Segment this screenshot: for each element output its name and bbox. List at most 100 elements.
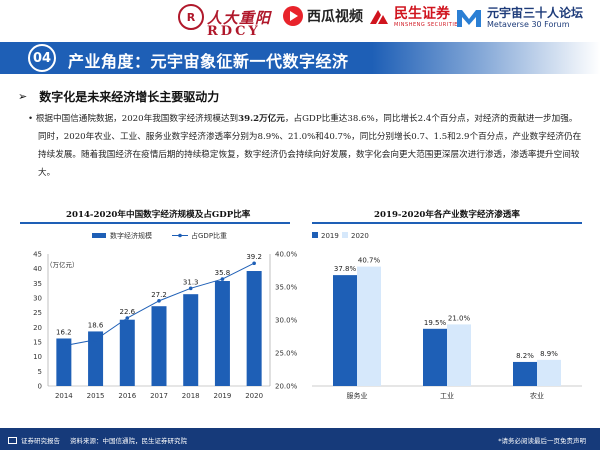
paragraph-bullet: • bbox=[28, 114, 34, 124]
line-point bbox=[157, 299, 161, 303]
bar bbox=[513, 361, 537, 386]
bar bbox=[119, 319, 135, 386]
x-tick-label: 2015 bbox=[87, 392, 105, 400]
data-label: 35.8 bbox=[215, 269, 231, 277]
x-tick-label: 2014 bbox=[55, 392, 73, 400]
rdcy-seal-icon: R bbox=[178, 4, 204, 30]
bar bbox=[423, 328, 447, 386]
y2-tick-label: 30.0% bbox=[275, 317, 298, 325]
y-tick-label: 15 bbox=[33, 339, 42, 347]
y2-tick-label: 40.0% bbox=[275, 251, 298, 259]
left-chart: 数字经济规模 占GDP比重 （万亿元） 0 5 10 15 20 25 30 35 40 45 20.0%… bbox=[33, 231, 298, 400]
xigua-play-icon bbox=[283, 6, 303, 26]
data-label: 31.3 bbox=[183, 278, 199, 286]
minsheng-mark-icon bbox=[370, 10, 388, 24]
minsheng-en-name: MINSHENG SECURITIES bbox=[394, 21, 462, 28]
x-tick-label: 2016 bbox=[118, 392, 136, 400]
y2-tick-label: 25.0% bbox=[275, 350, 298, 358]
y-tick-label: 30 bbox=[33, 295, 42, 303]
x-tick-label: 工业 bbox=[440, 391, 454, 400]
logo-strip: R 人大重阳 RDCY 西瓜视频 民生证券 MINSHENG SECURITIE… bbox=[0, 0, 600, 40]
x-tick-label: 农业 bbox=[530, 391, 544, 400]
x-tick-label: 2018 bbox=[182, 392, 200, 400]
xigua-logo: 西瓜视频 bbox=[283, 6, 363, 26]
y-tick-label: 5 bbox=[38, 368, 42, 376]
section-heading: ➢ 数字化是未来经济增长主要驱动力 bbox=[18, 88, 219, 105]
section-number-badge: 04 bbox=[28, 44, 56, 72]
x-tick-label: 2017 bbox=[150, 392, 168, 400]
data-label: 16.2 bbox=[56, 328, 72, 336]
x-tick-label: 2019 bbox=[214, 392, 232, 400]
footer-source: 资料来源：中国信通院，民生证券研究院 bbox=[70, 437, 187, 445]
forum-en-name: Metaverse 30 Forum bbox=[487, 20, 570, 29]
line-point bbox=[252, 261, 256, 266]
legend-swatch bbox=[342, 232, 348, 238]
data-label: 19.5% bbox=[424, 319, 447, 327]
y-tick-label: 10 bbox=[33, 353, 42, 361]
book-icon bbox=[8, 436, 17, 444]
data-label: 8.9% bbox=[540, 350, 558, 358]
bar bbox=[56, 338, 72, 386]
data-label: 18.6 bbox=[88, 321, 104, 329]
legend-marker-line bbox=[178, 233, 182, 238]
y2-tick-label: 35.0% bbox=[275, 284, 298, 292]
bar bbox=[537, 359, 561, 386]
legend-label-bars: 数字经济规模 bbox=[110, 231, 152, 240]
data-label: 22.6 bbox=[119, 308, 135, 316]
y-tick-label: 25 bbox=[33, 309, 42, 317]
bar bbox=[357, 266, 381, 386]
left-chart-title-underline bbox=[20, 222, 290, 224]
data-label: 8.2% bbox=[516, 352, 534, 360]
page-title: 产业角度：元宇宙象征新一代数字经济 bbox=[68, 52, 349, 71]
body-paragraph: • 根据中国信通院数据，2020年我国数字经济规模达到39.2万亿元，占GDP比… bbox=[28, 110, 584, 182]
rdcy-abbr: RDCY bbox=[207, 24, 261, 39]
right-chart-title: 2019-2020年各产业数字经济渗透率 bbox=[374, 210, 520, 220]
data-label: 39.2 bbox=[246, 253, 262, 261]
data-label: 40.7% bbox=[358, 257, 381, 265]
bar bbox=[447, 324, 471, 386]
forum-name: 元宇宙三十人论坛 bbox=[487, 6, 584, 20]
bar bbox=[88, 331, 104, 386]
y2-tick-label: 20.0% bbox=[275, 383, 298, 391]
legend-swatch bbox=[312, 232, 318, 238]
footer-disclaimer: *请务必阅读最后一页免责声明 bbox=[498, 437, 586, 445]
x-tick-label: 服务业 bbox=[347, 391, 368, 400]
xigua-name: 西瓜视频 bbox=[307, 9, 363, 25]
metaverse-m-icon bbox=[457, 9, 481, 27]
rdcy-name: 人大重阳 bbox=[207, 8, 272, 27]
legend-label: 2019 bbox=[321, 232, 339, 240]
right-chart: 2019 2020 37.8%40.7% 服务业 19.5%21.0% 工业 8.2% 8.9… bbox=[312, 232, 582, 400]
minsheng-logo: 民生证券 MINSHENG SECURITIES bbox=[368, 6, 462, 28]
y-unit-label: （万亿元） bbox=[46, 260, 79, 269]
data-label: 37.8% bbox=[334, 265, 357, 273]
data-label: 21.0% bbox=[448, 314, 471, 322]
line-point bbox=[93, 338, 98, 342]
data-label: 27.2 bbox=[151, 291, 167, 299]
rdcy-logo: R 人大重阳 RDCY bbox=[178, 4, 271, 39]
bar bbox=[333, 275, 357, 386]
bar bbox=[214, 280, 230, 386]
line-point bbox=[188, 286, 193, 291]
right-chart-title-underline bbox=[312, 222, 582, 224]
title-bar bbox=[0, 42, 600, 74]
y-tick-label: 40 bbox=[33, 265, 42, 273]
footer-bar: 证券研究报告 资料来源：中国信通院，民生证券研究院 *请务必阅读最后一页免责声明 bbox=[0, 428, 600, 450]
legend-label-line: 占GDP比重 bbox=[191, 231, 227, 240]
paragraph-bold: 39.2万亿元 bbox=[238, 114, 285, 124]
line-point bbox=[125, 316, 130, 320]
arrow-bullet-icon: ➢ bbox=[18, 90, 28, 103]
bar bbox=[183, 294, 199, 386]
line-point bbox=[62, 343, 66, 348]
y-tick-label: 20 bbox=[33, 324, 42, 332]
left-chart-title: 2014-2020年中国数字经济规模及占GDP比率 bbox=[66, 210, 251, 220]
bar bbox=[151, 306, 167, 386]
footer-report-label: 证券研究报告 bbox=[21, 437, 60, 445]
legend-swatch-bars bbox=[92, 233, 106, 238]
y-tick-label: 0 bbox=[38, 383, 42, 391]
line-point bbox=[220, 277, 225, 281]
legend-label: 2020 bbox=[351, 232, 369, 240]
forum-logo: 元宇宙三十人论坛 Metaverse 30 Forum bbox=[456, 6, 583, 29]
section-heading-text: 数字化是未来经济增长主要驱动力 bbox=[39, 90, 220, 104]
y-tick-label: 45 bbox=[33, 251, 42, 259]
y-tick-label: 35 bbox=[33, 280, 42, 288]
